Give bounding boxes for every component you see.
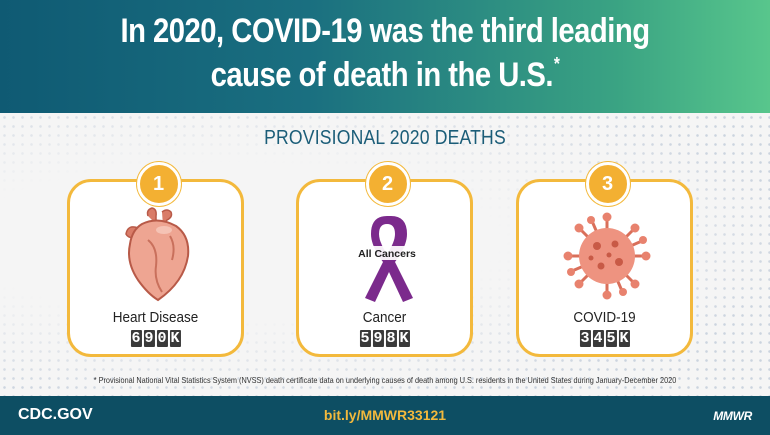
title-line-2: cause of death in the U.S.* (54, 54, 716, 95)
rank-badge: 3 (585, 162, 630, 206)
digit: 3 (579, 330, 591, 347)
title-asterisk: * (553, 54, 560, 74)
digit: K (618, 330, 630, 347)
cause-label: Heart Disease (112, 309, 199, 326)
cdc-link[interactable]: CDC.GOV (18, 406, 93, 423)
digit: 6 (130, 330, 142, 347)
mmwr-logo: MMWR (713, 409, 752, 423)
cause-label: COVID-19 (573, 309, 636, 326)
rank-badge: 2 (365, 162, 410, 206)
digit: 9 (143, 330, 155, 347)
rank-badge: 1 (136, 162, 181, 206)
title-line-1: In 2020, COVID-19 was the third leading (120, 12, 650, 50)
digit: 4 (592, 330, 604, 347)
cause-card-covid-19: 3 (516, 162, 693, 357)
short-link[interactable]: bit.ly/MMWR33121 (323, 407, 447, 423)
heart-organ-icon (125, 207, 190, 302)
digit: 9 (372, 330, 384, 347)
digit: 8 (385, 330, 397, 347)
title-line-2-text: cause of death in the U.S. (210, 56, 554, 94)
digit: K (169, 330, 181, 347)
header-banner: In 2020, COVID-19 was the third leading … (0, 0, 770, 113)
cause-label: Cancer (362, 309, 407, 326)
footnote: * Provisional National Vital Statistics … (93, 375, 677, 385)
subtitle: PROVISIONAL 2020 DEATHS (264, 127, 506, 149)
digit: 5 (605, 330, 617, 347)
footer-bar: CDC.GOV bit.ly/MMWR33121 MMWR (0, 396, 770, 435)
ribbon-text: All Cancers (358, 248, 416, 260)
coronavirus-icon (563, 212, 651, 300)
digit: 0 (156, 330, 168, 347)
digit: 5 (359, 330, 371, 347)
content-area: PROVISIONAL 2020 DEATHS 1 Heart Disease … (0, 113, 770, 396)
digit: K (398, 330, 410, 347)
cancer-ribbon-icon: All Cancers (345, 216, 429, 302)
